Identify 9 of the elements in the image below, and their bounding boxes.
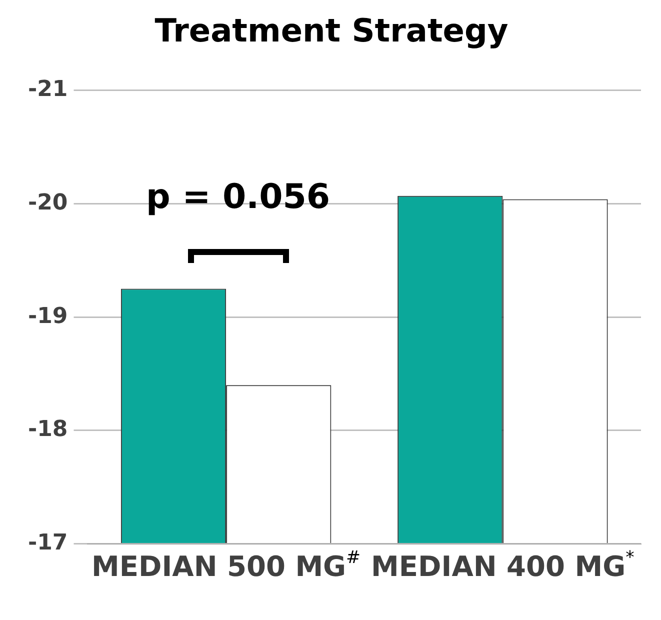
x-tick-label: MEDIAN 400 MG$^{*}$ — [371, 548, 634, 584]
y-tick-label: -20 — [28, 190, 68, 216]
x-tick-label: MEDIAN 500 MG$^{#}$ — [92, 548, 361, 584]
annotation: p = 0.056 — [146, 176, 330, 217]
y-tick-label: -21 — [28, 77, 68, 102]
y-tick-label: -19 — [28, 304, 68, 329]
chart-title: Treatment Strategy — [154, 12, 508, 50]
y-tick-label: -18 — [28, 417, 68, 442]
y-tick-label: -17 — [28, 530, 68, 556]
